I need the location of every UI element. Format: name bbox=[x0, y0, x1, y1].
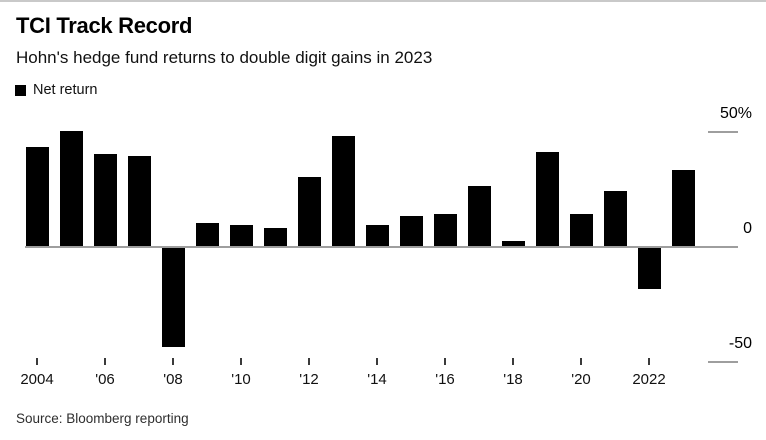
x-tick-2014 bbox=[376, 358, 378, 365]
bar-2017 bbox=[467, 186, 491, 246]
zero-line bbox=[25, 246, 738, 248]
x-tick-2016 bbox=[444, 358, 446, 365]
legend-label: Net return bbox=[33, 82, 98, 98]
x-tick-2008 bbox=[172, 358, 174, 365]
bar-2006 bbox=[93, 154, 117, 246]
x-axis-label-2012: '12 bbox=[299, 371, 319, 388]
x-axis-label-2020: '20 bbox=[571, 371, 591, 388]
bar-2014 bbox=[365, 225, 389, 246]
x-axis-label-2022: 2022 bbox=[632, 371, 666, 388]
bar-2019 bbox=[535, 151, 559, 246]
bar-2010 bbox=[229, 225, 253, 246]
chart-subtitle: Hohn's hedge fund returns to double digi… bbox=[16, 48, 433, 67]
bar-2008 bbox=[161, 248, 185, 347]
bar-2015 bbox=[399, 216, 423, 246]
x-tick-2012 bbox=[308, 358, 310, 365]
bar-2016 bbox=[433, 213, 457, 246]
y-axis-label-50: 50% bbox=[719, 105, 752, 122]
source-note: Source: Bloomberg reporting bbox=[16, 411, 189, 426]
bar-2021 bbox=[603, 190, 627, 246]
bar-2018 bbox=[501, 241, 525, 246]
chart-title: TCI Track Record bbox=[16, 13, 193, 38]
x-axis-label-2014: '14 bbox=[367, 371, 387, 388]
x-axis-label-2008: '08 bbox=[163, 371, 183, 388]
x-axis-label-2010: '10 bbox=[231, 371, 251, 388]
bar-2011 bbox=[263, 227, 287, 246]
x-tick-2004 bbox=[36, 358, 38, 365]
x-axis-label-2018: '18 bbox=[503, 371, 523, 388]
legend: Net return bbox=[15, 82, 97, 98]
bar-2013 bbox=[331, 135, 355, 246]
bar-2005 bbox=[59, 131, 83, 246]
x-tick-2022 bbox=[648, 358, 650, 365]
bar-2022 bbox=[637, 248, 661, 290]
bar-2004 bbox=[25, 147, 49, 246]
ytick-dash-50 bbox=[708, 131, 738, 133]
x-axis-label-2004: 2004 bbox=[20, 371, 54, 388]
x-tick-2010 bbox=[240, 358, 242, 365]
legend-swatch-icon bbox=[15, 84, 26, 96]
y-axis-label--50: -50 bbox=[728, 335, 752, 352]
x-tick-2020 bbox=[580, 358, 582, 365]
bar-2020 bbox=[569, 213, 593, 246]
bar-2009 bbox=[195, 223, 219, 246]
bar-2007 bbox=[127, 156, 151, 246]
bar-2012 bbox=[297, 177, 321, 246]
ytick-dash--50 bbox=[708, 361, 738, 363]
x-axis-label-2016: '16 bbox=[435, 371, 455, 388]
x-tick-2006 bbox=[104, 358, 106, 365]
x-tick-2018 bbox=[512, 358, 514, 365]
x-axis-label-2006: '06 bbox=[95, 371, 115, 388]
bar-2023 bbox=[671, 170, 695, 246]
y-axis-label-0: 0 bbox=[743, 220, 752, 237]
